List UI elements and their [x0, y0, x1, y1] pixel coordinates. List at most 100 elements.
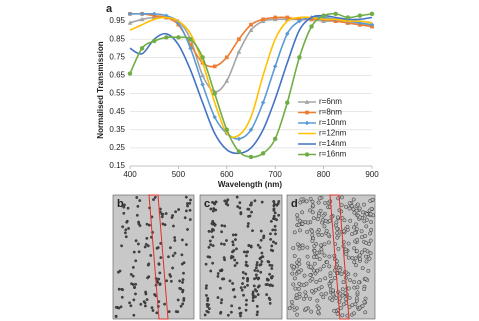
particle [363, 254, 368, 259]
particle [260, 200, 264, 204]
particle [205, 284, 208, 288]
x-tick-label: 400 [123, 170, 137, 179]
data-point [127, 20, 133, 25]
particle [265, 293, 269, 297]
particle [362, 247, 367, 252]
particle [309, 264, 313, 269]
particle [232, 249, 236, 253]
particle [291, 265, 296, 270]
particle [310, 210, 315, 215]
particle [256, 269, 260, 273]
particle [362, 300, 367, 304]
particle [323, 276, 328, 281]
particle [335, 215, 340, 220]
particle [144, 292, 148, 296]
particle [292, 276, 297, 281]
particle [216, 272, 220, 275]
particle [235, 247, 238, 251]
particle [233, 258, 237, 262]
particle [207, 229, 211, 233]
data-point [237, 37, 241, 42]
particle [119, 305, 123, 309]
particle [204, 262, 208, 266]
particle [333, 223, 338, 228]
particle [352, 285, 357, 290]
particle [308, 208, 312, 213]
particle [296, 222, 301, 227]
data-point [176, 35, 181, 40]
data-point [369, 11, 375, 17]
particle [222, 277, 226, 281]
particle [157, 262, 161, 266]
particle [225, 239, 228, 242]
particle [270, 267, 274, 270]
particle [259, 238, 263, 242]
particle [345, 224, 350, 229]
particle [159, 256, 163, 260]
particle [244, 272, 248, 276]
y-tick-label: 0.95 [109, 16, 125, 25]
particle [256, 310, 260, 314]
particle [363, 310, 368, 315]
particle [306, 261, 311, 266]
particle [332, 308, 337, 313]
particle [188, 218, 192, 222]
particle [240, 288, 244, 292]
series-line [129, 14, 373, 155]
particle [233, 264, 237, 268]
particle [316, 310, 321, 315]
particle [355, 202, 360, 207]
particle [167, 255, 170, 259]
particle [246, 283, 249, 287]
particle [297, 228, 302, 233]
particle [209, 243, 213, 247]
particle [181, 302, 185, 306]
particle [366, 268, 371, 273]
micrograph-panel: c [199, 194, 283, 320]
particle [222, 256, 226, 260]
particle [251, 299, 255, 303]
particle [305, 254, 310, 259]
particle [354, 249, 359, 254]
x-tick-label: 600 [220, 170, 234, 179]
particle [211, 235, 215, 239]
particle [144, 242, 148, 246]
data-point [139, 11, 145, 17]
particle [207, 303, 211, 307]
particle [120, 295, 124, 299]
particle [243, 285, 247, 289]
particle [124, 235, 128, 239]
particle [351, 225, 356, 230]
x-tick-label: 700 [269, 170, 283, 179]
particle [143, 304, 147, 308]
particle [132, 313, 136, 317]
particle [214, 208, 218, 212]
particle [341, 302, 346, 307]
particle [271, 275, 274, 278]
particle [300, 221, 305, 226]
particle [184, 243, 188, 247]
particle [318, 267, 323, 272]
particle [208, 255, 212, 259]
particle [171, 266, 175, 270]
x-tick-label: 500 [172, 170, 186, 179]
particle [368, 231, 373, 236]
data-point [345, 15, 351, 20]
particle [301, 296, 306, 301]
particle [220, 224, 224, 228]
data-point [224, 127, 230, 133]
particle [122, 211, 126, 215]
particle [155, 311, 159, 315]
particle [255, 263, 259, 267]
particle [259, 263, 263, 266]
particle [292, 307, 297, 312]
particle [364, 259, 369, 264]
particle [362, 287, 367, 292]
particle [269, 283, 273, 287]
particle [297, 291, 302, 296]
particle [131, 265, 135, 269]
particle [239, 212, 243, 216]
particle [334, 296, 338, 300]
particle [360, 304, 365, 309]
particle [271, 240, 275, 244]
